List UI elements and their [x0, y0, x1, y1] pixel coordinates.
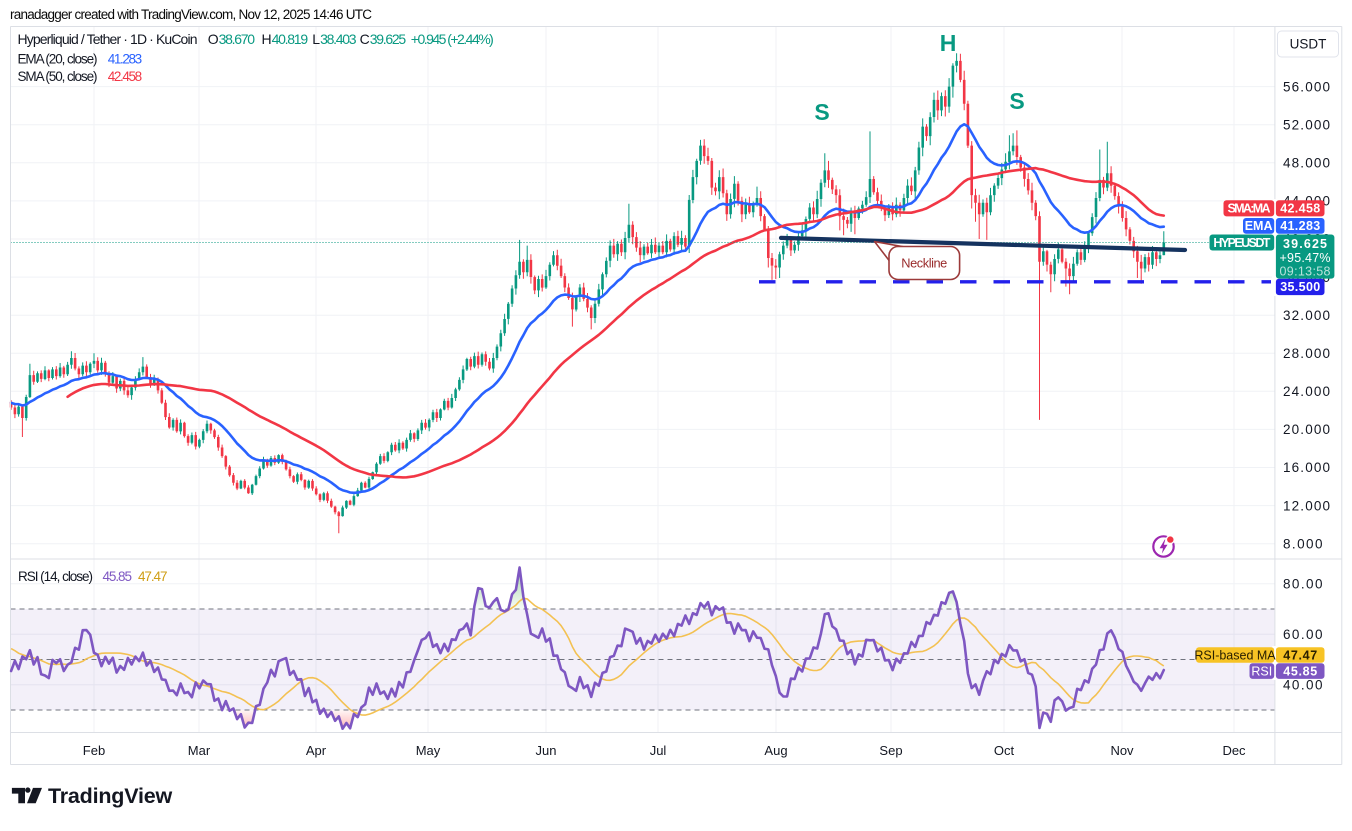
svg-text:SMA (50, close)42.458: SMA (50, close) 42.458	[18, 69, 143, 84]
svg-text:USDT: USDT	[1290, 37, 1327, 52]
svg-text:24.000: 24.000	[1283, 384, 1330, 399]
svg-text:H: H	[940, 30, 957, 56]
svg-text:32.000: 32.000	[1283, 308, 1330, 323]
svg-text:EMA (20, close)41.283: EMA (20, close) 41.283	[18, 52, 143, 67]
svg-text:16.000: 16.000	[1283, 460, 1330, 475]
svg-text:8.000: 8.000	[1283, 536, 1323, 551]
svg-text:28.000: 28.000	[1283, 346, 1330, 361]
svg-text:39.625: 39.625	[1283, 237, 1327, 251]
svg-text:TradingView: TradingView	[48, 784, 173, 808]
svg-text:35.500: 35.500	[1280, 280, 1320, 294]
svg-text:+95.47%: +95.47%	[1280, 251, 1331, 265]
svg-text:Aug: Aug	[764, 743, 787, 758]
svg-text:Mar: Mar	[188, 743, 211, 758]
svg-text:Jun: Jun	[536, 743, 557, 758]
svg-text:20.000: 20.000	[1283, 422, 1330, 437]
svg-text:56.000: 56.000	[1283, 79, 1330, 94]
svg-text:80.00: 80.00	[1283, 577, 1323, 592]
svg-text:May: May	[416, 743, 441, 758]
svg-text:45.85: 45.85	[1283, 664, 1317, 678]
svg-text:Oct: Oct	[994, 743, 1015, 758]
svg-text:RSI: RSI	[1251, 664, 1272, 678]
svg-text:09:13:58: 09:13:58	[1280, 264, 1331, 278]
svg-text:Jul: Jul	[650, 743, 667, 758]
svg-text:HYPEUSDT: HYPEUSDT	[1213, 236, 1270, 250]
svg-text:Sep: Sep	[879, 743, 902, 758]
svg-text:Apr: Apr	[306, 743, 327, 758]
svg-text:Hyperliquid / Tether · 1D · Ku: Hyperliquid / Tether · 1D · KuCoin O38.67…	[18, 31, 494, 47]
svg-text:ranadagger created with Tradin: ranadagger created with TradingView.com,…	[10, 7, 372, 22]
svg-text:Feb: Feb	[83, 743, 105, 758]
svg-text:S: S	[1009, 88, 1024, 114]
svg-text:40.00: 40.00	[1283, 678, 1323, 693]
svg-text:Nov: Nov	[1110, 743, 1134, 758]
svg-text:Dec: Dec	[1222, 743, 1246, 758]
svg-text:Neckline: Neckline	[901, 255, 947, 270]
svg-text:RSI-based MA: RSI-based MA	[1194, 648, 1276, 662]
svg-text:52.000: 52.000	[1283, 117, 1330, 132]
svg-text:EMA: EMA	[1245, 219, 1273, 233]
svg-text:60.00: 60.00	[1283, 627, 1323, 642]
svg-text:12.000: 12.000	[1283, 498, 1330, 513]
svg-text:SMA:MA: SMA:MA	[1228, 202, 1271, 216]
svg-text:42.458: 42.458	[1280, 202, 1320, 216]
svg-text:47.47: 47.47	[1283, 648, 1317, 662]
svg-text:48.000: 48.000	[1283, 156, 1330, 171]
svg-text:41.283: 41.283	[1280, 219, 1320, 233]
svg-text:S: S	[814, 99, 829, 125]
